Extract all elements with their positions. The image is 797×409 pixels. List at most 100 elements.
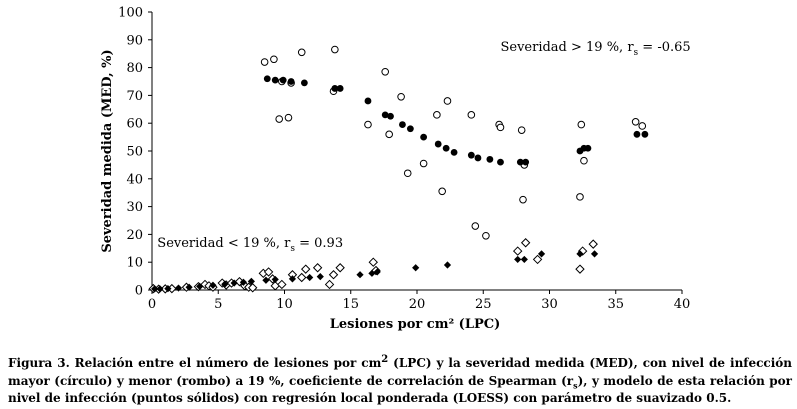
annotation-text: Severidad < 19 %, r [157,236,291,251]
annotation-subscript: s [290,244,295,254]
point-open-circle [443,97,452,105]
x-tick-label: 25 [475,297,492,312]
x-tick-label: 0 [148,297,156,312]
point-filled-circle [336,85,344,92]
y-tick-label: 80 [126,61,143,76]
point-open-diamond [312,263,323,273]
point-open-circle [496,123,505,132]
point-filled-circle [381,111,389,119]
point-open-circle [419,159,428,168]
point-filled-circle [584,144,592,152]
point-filled-diamond [356,271,364,279]
point-open-circle [433,111,441,119]
point-filled-diamond [271,275,279,284]
point-filled-diamond [373,268,381,276]
caption-tail: ), y modelo de esta relación por nivel d… [8,373,792,406]
point-filled-circle [263,75,271,83]
caption-superscript: 2 [381,354,389,365]
point-filled-diamond [576,250,584,258]
point-open-circle [576,193,584,201]
point-open-diamond [368,257,378,267]
point-filled-diamond [164,285,172,293]
point-filled-diamond [221,280,229,288]
annotation-label: Severidad < 19 %, rs = 0.93 [157,236,343,254]
point-filled-diamond [368,269,376,277]
point-filled-diamond [316,273,324,281]
annotation-label: Severidad > 19 %, rs = -0.65 [500,40,690,58]
point-open-circle [438,187,446,196]
y-tick-label: 60 [126,117,143,132]
x-axis-title: Lesiones por cm² (LPC) [330,317,501,332]
point-filled-diamond [209,281,217,289]
point-open-diamond [328,270,339,280]
point-filled-circle [387,112,394,120]
caption-lead: Figura 3. Relación entre el número de le… [8,356,382,370]
y-axis-title: Severidad medida (MED, %) [100,49,115,252]
point-filled-circle [641,130,649,138]
y-tick-label: 20 [126,228,143,243]
caption-subscript: s [573,379,578,390]
point-filled-circle [364,97,372,105]
point-filled-diamond [288,275,297,283]
point-filled-circle [331,85,339,92]
point-open-circle [577,120,586,129]
ticks: 0 5 10 15 20 25 30 35 40 0 10 20 30 40 50 60 70 80 90 100 [118,6,690,313]
annotation-tail: = -0.65 [638,40,691,55]
point-open-circle [331,45,339,54]
x-tick-label: 15 [342,297,359,312]
point-filled-diamond [443,261,452,269]
point-filled-circle [442,144,450,152]
x-tick-label: 10 [276,297,293,312]
point-filled-circle [287,78,295,85]
point-filled-circle [279,76,287,84]
point-filled-diamond [412,264,420,272]
point-open-circle [471,222,480,230]
point-open-diamond [324,279,335,290]
point-filled-diamond [185,283,193,291]
point-filled-diamond [196,282,204,290]
point-filled-circle [300,79,308,87]
point-open-diamond [520,238,531,248]
y-tick-label: 90 [126,33,143,48]
annotation-text: Severidad > 19 %, r [500,40,634,55]
point-open-circle [381,67,390,76]
point-open-circle [631,118,640,126]
y-tick-label: 50 [126,145,143,160]
point-filled-circle [486,155,494,163]
point-open-diamond [532,254,543,265]
annotation-subscript: s [634,48,639,58]
point-filled-diamond [239,278,248,286]
y-tick-label: 10 [126,256,143,271]
point-filled-diamond [151,285,159,293]
figure-caption: Figura 3. Relación entre el número de le… [8,351,792,408]
point-open-diamond [263,267,274,277]
point-filled-diamond [306,273,314,282]
point-open-diamond [247,283,258,293]
point-open-circle [275,115,284,123]
y-tick-label: 30 [126,200,143,215]
point-open-circle [519,195,527,204]
point-filled-diamond [156,285,164,293]
y-tick-label: 40 [126,172,143,187]
point-open-circle [260,58,269,66]
point-filled-circle [516,158,524,166]
point-open-diamond [512,246,523,256]
point-open-circle [284,113,293,122]
scatter-chart: 0 5 10 15 20 25 30 35 40 0 10 20 30 40 50 60 70 80 90 100 S… [100,6,691,333]
point-open-diamond [300,264,311,274]
point-filled-diamond [174,284,183,292]
x-tick-label: 35 [607,297,624,312]
point-filled-circle [467,151,475,159]
point-filled-diamond [520,255,528,264]
x-tick-label: 30 [541,297,558,312]
data-points [148,45,649,294]
point-open-circle [517,126,526,134]
point-filled-circle [474,154,482,162]
point-open-circle [397,92,405,101]
point-filled-diamond [230,279,238,287]
point-open-circle [364,120,372,129]
point-filled-diamond [537,250,546,258]
point-open-circle [638,122,647,130]
point-filled-circle [399,121,406,128]
point-open-circle [580,156,588,165]
